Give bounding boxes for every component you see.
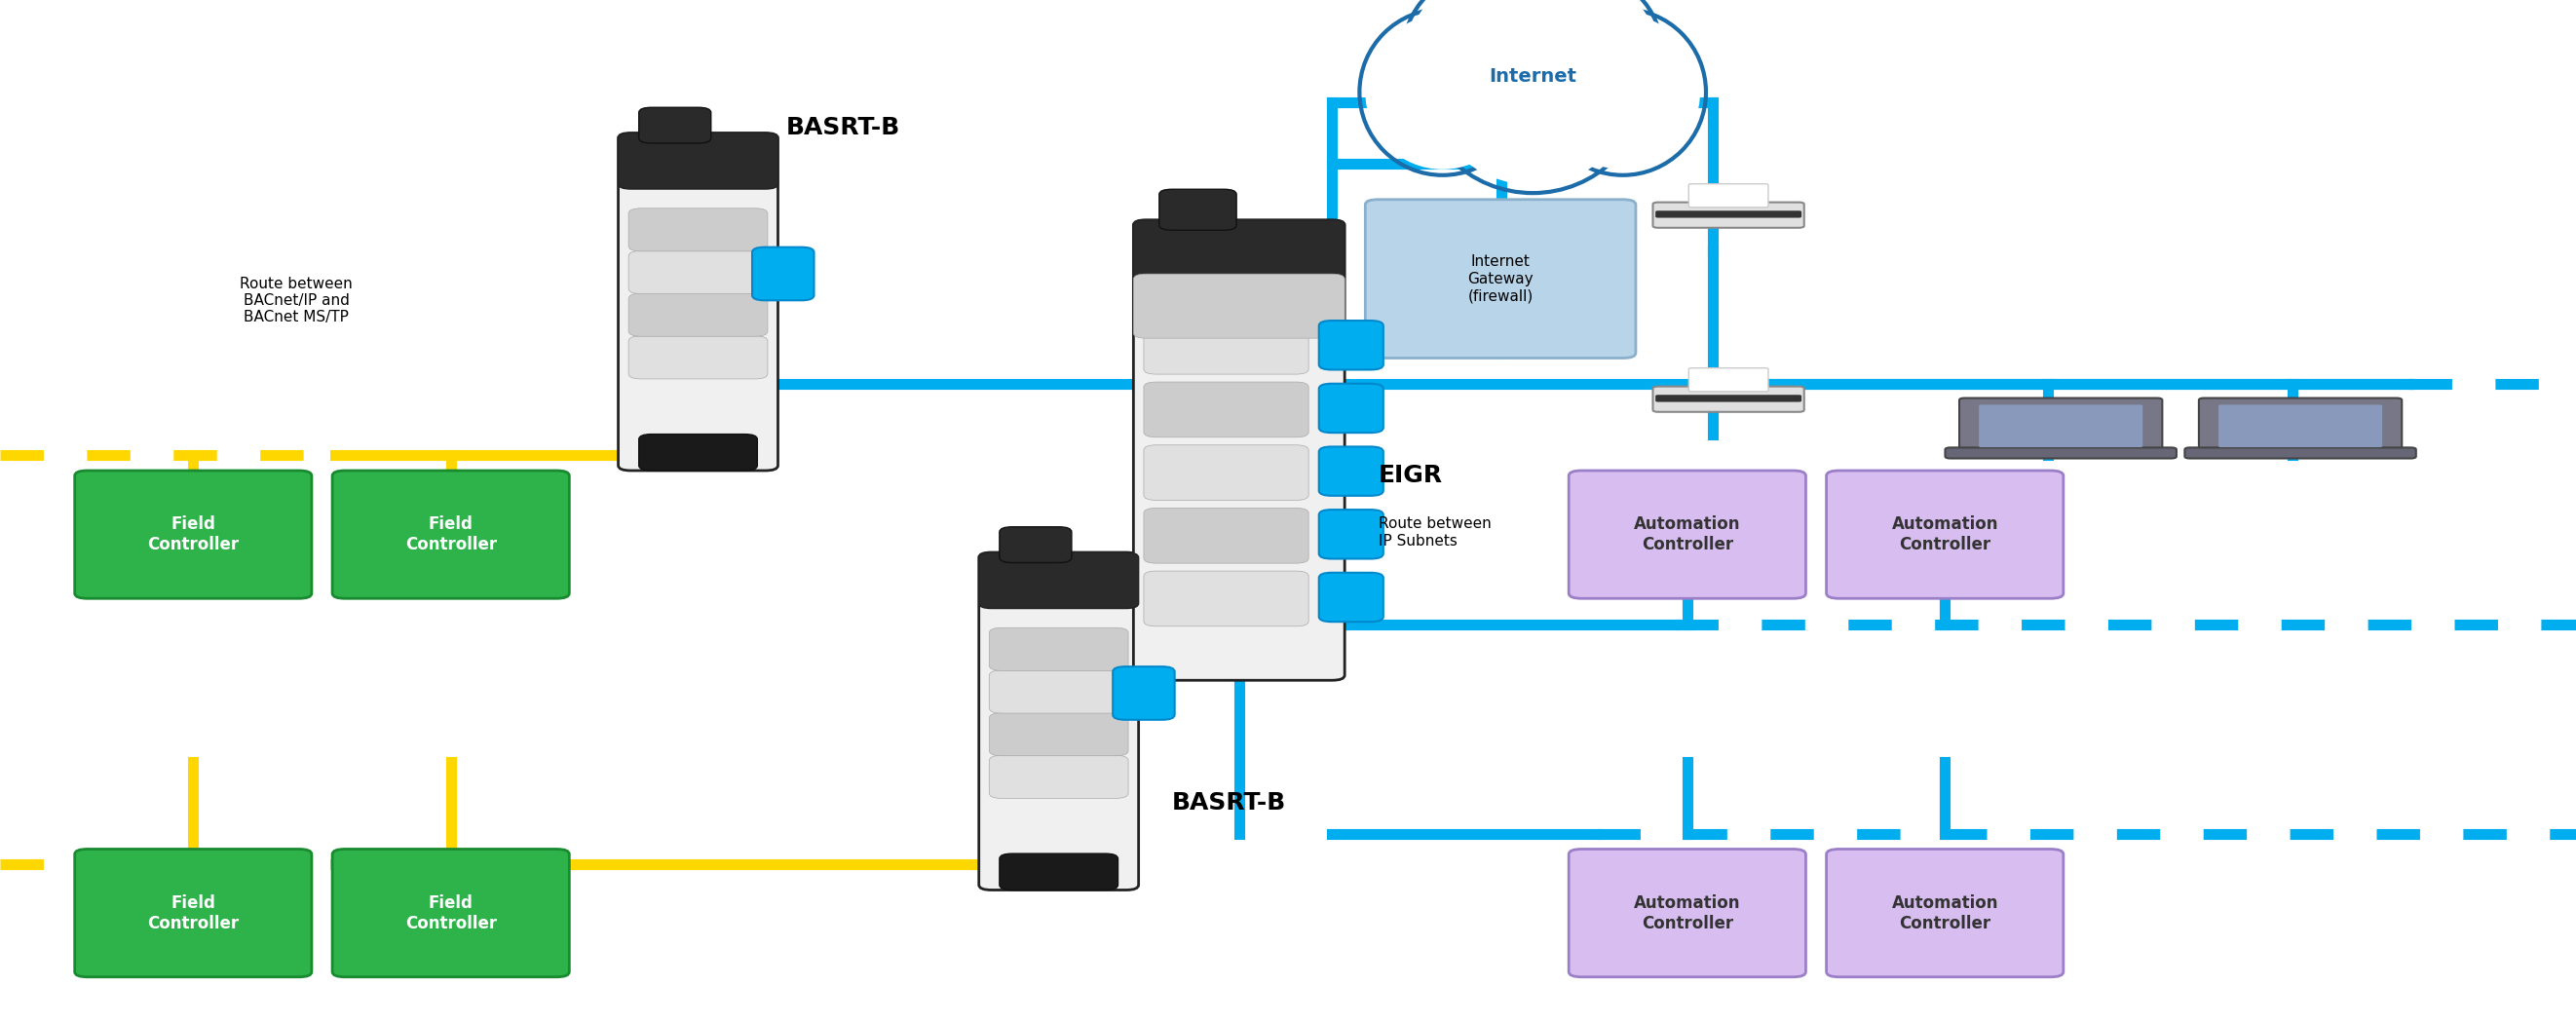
FancyBboxPatch shape	[2218, 405, 2383, 447]
FancyBboxPatch shape	[1144, 508, 1309, 564]
Text: Automation
Controller: Automation Controller	[1633, 894, 1741, 932]
FancyBboxPatch shape	[1113, 667, 1175, 720]
FancyBboxPatch shape	[1569, 849, 1806, 977]
Text: Field
Controller: Field Controller	[147, 894, 240, 932]
FancyBboxPatch shape	[1144, 571, 1309, 626]
FancyBboxPatch shape	[629, 209, 768, 252]
FancyBboxPatch shape	[1133, 274, 1345, 339]
FancyBboxPatch shape	[989, 755, 1128, 798]
FancyBboxPatch shape	[1690, 184, 1767, 208]
FancyBboxPatch shape	[1319, 320, 1383, 369]
Text: Automation
Controller: Automation Controller	[1633, 516, 1741, 553]
Text: BASRT-B: BASRT-B	[786, 117, 899, 139]
FancyBboxPatch shape	[1960, 398, 2161, 453]
Ellipse shape	[1546, 14, 1700, 170]
Text: Internet: Internet	[1489, 68, 1577, 86]
FancyBboxPatch shape	[979, 552, 1139, 609]
FancyBboxPatch shape	[332, 471, 569, 598]
FancyBboxPatch shape	[1144, 445, 1309, 500]
FancyBboxPatch shape	[1656, 395, 1801, 402]
Ellipse shape	[1435, 0, 1631, 160]
FancyBboxPatch shape	[332, 849, 569, 977]
FancyBboxPatch shape	[1319, 447, 1383, 496]
FancyBboxPatch shape	[1654, 203, 1803, 228]
Ellipse shape	[1365, 14, 1520, 170]
FancyBboxPatch shape	[989, 670, 1128, 713]
FancyBboxPatch shape	[1319, 384, 1383, 433]
FancyBboxPatch shape	[979, 552, 1139, 890]
FancyBboxPatch shape	[639, 107, 711, 143]
FancyBboxPatch shape	[1319, 573, 1383, 622]
FancyBboxPatch shape	[618, 133, 778, 471]
FancyBboxPatch shape	[989, 628, 1128, 671]
FancyBboxPatch shape	[1978, 405, 2143, 447]
Text: Automation
Controller: Automation Controller	[1891, 516, 1999, 553]
FancyBboxPatch shape	[1656, 211, 1801, 218]
Ellipse shape	[1409, 0, 1553, 124]
FancyBboxPatch shape	[1144, 382, 1309, 437]
FancyBboxPatch shape	[1654, 387, 1803, 412]
Text: EIGR: EIGR	[1378, 464, 1443, 487]
FancyBboxPatch shape	[1826, 849, 2063, 977]
FancyBboxPatch shape	[1569, 471, 1806, 598]
Text: Field
Controller: Field Controller	[404, 894, 497, 932]
FancyBboxPatch shape	[989, 713, 1128, 756]
FancyBboxPatch shape	[1144, 319, 1309, 374]
Text: Route between
IP Subnets: Route between IP Subnets	[1378, 517, 1492, 548]
Text: Route between
BACnet/IP and
BACnet MS/TP: Route between BACnet/IP and BACnet MS/TP	[240, 276, 353, 324]
Ellipse shape	[1425, 0, 1641, 185]
FancyBboxPatch shape	[1133, 220, 1345, 284]
Text: Internet
Gateway
(firewall): Internet Gateway (firewall)	[1468, 255, 1533, 303]
FancyBboxPatch shape	[1133, 220, 1345, 680]
Text: BASRT-B: BASRT-B	[1172, 792, 1285, 814]
FancyBboxPatch shape	[629, 294, 768, 337]
FancyBboxPatch shape	[75, 471, 312, 598]
Text: Automation
Controller: Automation Controller	[1891, 894, 1999, 932]
FancyBboxPatch shape	[629, 336, 768, 379]
FancyBboxPatch shape	[2200, 398, 2401, 453]
FancyBboxPatch shape	[1159, 189, 1236, 230]
FancyBboxPatch shape	[629, 251, 768, 294]
FancyBboxPatch shape	[75, 849, 312, 977]
FancyBboxPatch shape	[639, 434, 757, 471]
FancyBboxPatch shape	[1365, 199, 1636, 358]
FancyBboxPatch shape	[999, 527, 1072, 563]
Text: Field
Controller: Field Controller	[147, 516, 240, 553]
FancyBboxPatch shape	[2184, 447, 2416, 458]
FancyBboxPatch shape	[1690, 368, 1767, 392]
FancyBboxPatch shape	[999, 853, 1118, 890]
Ellipse shape	[1512, 0, 1656, 124]
Text: Field
Controller: Field Controller	[404, 516, 497, 553]
FancyBboxPatch shape	[1319, 509, 1383, 559]
FancyBboxPatch shape	[618, 133, 778, 189]
FancyBboxPatch shape	[1945, 447, 2177, 458]
FancyBboxPatch shape	[752, 248, 814, 301]
FancyBboxPatch shape	[1826, 471, 2063, 598]
